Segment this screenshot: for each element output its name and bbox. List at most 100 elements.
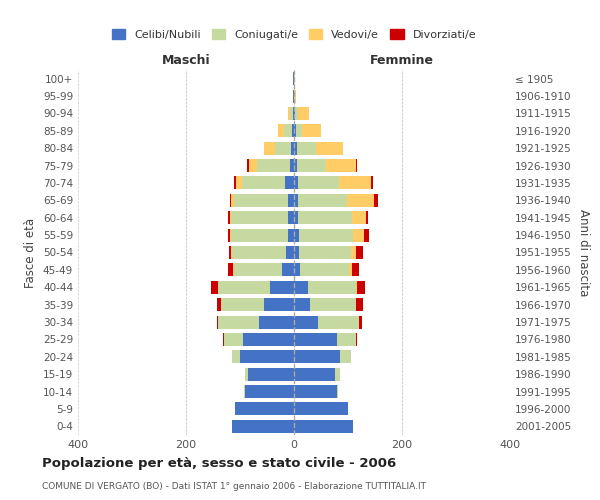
- Bar: [371, 176, 373, 190]
- Bar: [347, 194, 374, 207]
- Bar: [339, 176, 371, 190]
- Bar: [217, 298, 221, 311]
- Bar: [231, 211, 287, 224]
- Bar: [286, 176, 294, 190]
- Bar: [294, 194, 298, 207]
- Bar: [299, 246, 350, 259]
- Bar: [233, 194, 287, 207]
- Legend: Celibi/Nubili, Coniugati/e, Vedovi/e, Divorziati/e: Celibi/Nubili, Coniugati/e, Vedovi/e, Di…: [107, 24, 481, 44]
- Bar: [298, 211, 352, 224]
- Bar: [231, 194, 233, 207]
- Bar: [296, 124, 302, 138]
- Bar: [319, 316, 359, 328]
- Bar: [294, 124, 296, 138]
- Bar: [247, 159, 249, 172]
- Bar: [374, 194, 378, 207]
- Bar: [242, 333, 294, 346]
- Bar: [233, 264, 282, 276]
- Bar: [294, 350, 340, 364]
- Bar: [294, 280, 308, 294]
- Y-axis label: Fasce di età: Fasce di età: [25, 218, 37, 288]
- Bar: [218, 316, 259, 328]
- Bar: [298, 107, 308, 120]
- Bar: [221, 298, 265, 311]
- Bar: [337, 385, 338, 398]
- Bar: [294, 176, 298, 190]
- Bar: [284, 124, 292, 138]
- Bar: [218, 280, 270, 294]
- Bar: [352, 211, 366, 224]
- Bar: [294, 246, 299, 259]
- Bar: [352, 264, 359, 276]
- Bar: [265, 142, 275, 154]
- Bar: [286, 246, 294, 259]
- Y-axis label: Anni di nascita: Anni di nascita: [577, 209, 590, 296]
- Bar: [287, 194, 294, 207]
- Bar: [337, 333, 356, 346]
- Bar: [353, 228, 364, 241]
- Bar: [335, 368, 340, 380]
- Bar: [294, 368, 335, 380]
- Bar: [350, 246, 356, 259]
- Bar: [356, 159, 357, 172]
- Bar: [294, 159, 296, 172]
- Bar: [248, 368, 294, 380]
- Bar: [292, 142, 294, 154]
- Bar: [296, 142, 316, 154]
- Bar: [292, 124, 294, 138]
- Bar: [224, 333, 242, 346]
- Bar: [349, 264, 352, 276]
- Bar: [308, 280, 356, 294]
- Text: Maschi: Maschi: [161, 54, 211, 66]
- Bar: [287, 211, 294, 224]
- Bar: [275, 142, 292, 154]
- Bar: [290, 159, 294, 172]
- Bar: [282, 264, 294, 276]
- Bar: [294, 316, 319, 328]
- Bar: [302, 124, 321, 138]
- Bar: [294, 385, 337, 398]
- Bar: [364, 228, 368, 241]
- Bar: [240, 350, 294, 364]
- Bar: [295, 107, 298, 120]
- Bar: [326, 159, 356, 172]
- Bar: [359, 316, 361, 328]
- Bar: [235, 402, 294, 415]
- Bar: [366, 211, 368, 224]
- Bar: [294, 420, 353, 433]
- Text: Popolazione per età, sesso e stato civile - 2006: Popolazione per età, sesso e stato civil…: [42, 458, 396, 470]
- Bar: [294, 264, 301, 276]
- Bar: [340, 350, 350, 364]
- Bar: [294, 333, 337, 346]
- Bar: [217, 316, 218, 328]
- Bar: [249, 159, 257, 172]
- Bar: [228, 228, 230, 241]
- Bar: [230, 194, 231, 207]
- Bar: [296, 159, 326, 172]
- Text: Femmine: Femmine: [370, 54, 434, 66]
- Bar: [244, 385, 245, 398]
- Bar: [310, 298, 356, 311]
- Bar: [287, 107, 290, 120]
- Bar: [294, 142, 296, 154]
- Bar: [265, 298, 294, 311]
- Bar: [278, 124, 284, 138]
- Bar: [231, 228, 287, 241]
- Bar: [245, 385, 294, 398]
- Bar: [298, 176, 339, 190]
- Bar: [228, 211, 230, 224]
- Bar: [257, 159, 290, 172]
- Bar: [301, 264, 349, 276]
- Bar: [232, 420, 294, 433]
- Bar: [245, 368, 248, 380]
- Bar: [293, 107, 294, 120]
- Bar: [316, 142, 343, 154]
- Bar: [356, 246, 362, 259]
- Bar: [227, 264, 233, 276]
- Bar: [294, 228, 299, 241]
- Text: COMUNE DI VERGATO (BO) - Dati ISTAT 1° gennaio 2006 - Elaborazione TUTTITALIA.IT: COMUNE DI VERGATO (BO) - Dati ISTAT 1° g…: [42, 482, 426, 491]
- Bar: [232, 246, 286, 259]
- Bar: [290, 107, 293, 120]
- Bar: [357, 280, 365, 294]
- Bar: [287, 228, 294, 241]
